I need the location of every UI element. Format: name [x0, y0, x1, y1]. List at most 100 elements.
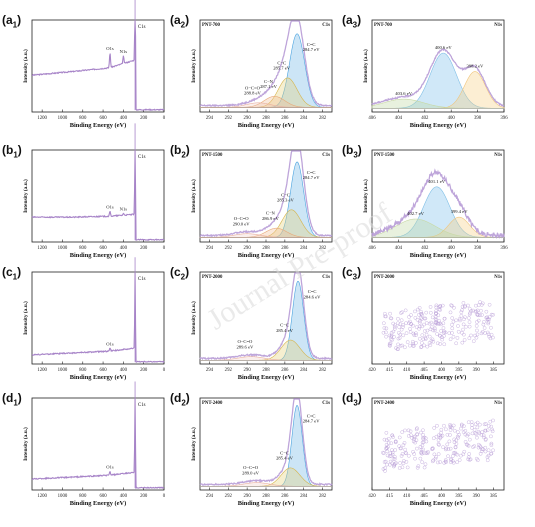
noise-point: [471, 445, 475, 449]
y-axis-label: Intensity (a.u.): [362, 179, 369, 213]
noise-point: [459, 314, 464, 318]
raw-spectrum: [199, 272, 333, 361]
noise-point: [456, 430, 460, 434]
x-axis-label: Binding Energy (eV): [238, 374, 294, 381]
noise-point: [424, 332, 429, 337]
x-tick-label: 600: [99, 246, 107, 251]
core-level-label: C1s: [322, 275, 330, 280]
noise-point: [446, 454, 450, 459]
noise-point: [395, 347, 400, 351]
core-level-label: C1s: [322, 401, 330, 406]
noise-point: [418, 444, 423, 449]
noise-point: [430, 447, 434, 451]
noise-point: [381, 467, 386, 471]
noise-point: [459, 453, 463, 458]
noise-point: [429, 325, 434, 329]
x-tick-label: 400: [448, 116, 456, 121]
noise-point: [475, 332, 480, 337]
panel-label: (c3): [342, 265, 362, 282]
noise-point: [441, 445, 445, 450]
component-label-line: C−C: [281, 192, 290, 197]
x-axis-label: Binding Energy (eV): [238, 500, 294, 507]
x-tick-label: 420: [368, 368, 376, 373]
x-tick-label: 284: [300, 368, 308, 373]
x-tick-label: 286: [281, 116, 289, 121]
component-label: 403.6 eV: [395, 91, 413, 96]
noise-point: [427, 334, 432, 339]
plot-svg: 420 415 410 405 400 395 390 385 Binding Energy (…: [368, 271, 505, 381]
noise-point: [434, 309, 438, 314]
noise-point: [474, 432, 479, 437]
noise-point: [487, 315, 492, 319]
x-tick-label: 404: [395, 246, 403, 251]
x-tick-label: 294: [206, 116, 214, 121]
noise-point: [432, 426, 437, 430]
x-tick-label: 400: [120, 494, 128, 499]
noise-point: [489, 325, 493, 330]
x-tick-label: 400: [120, 246, 128, 251]
plot-svg: 294 292 290 288 286 284 282 Binding Energy (eV)…: [190, 397, 333, 507]
noise-point: [469, 333, 473, 338]
x-tick-label: 600: [99, 116, 107, 121]
component-label-line: O−C=O: [243, 465, 259, 470]
noise-point: [474, 303, 478, 308]
noise-point: [400, 465, 405, 470]
noise-point: [466, 457, 471, 462]
noise-point: [408, 429, 413, 434]
noise-point: [396, 330, 401, 335]
noise-point: [487, 302, 492, 307]
noise-point: [384, 438, 389, 443]
noise-point: [442, 342, 447, 347]
x-tick-label: 385: [490, 494, 498, 499]
component-label: 402.7 eV: [407, 211, 425, 216]
x-tick-label: 284: [300, 116, 308, 121]
sample-label: PNT-700: [202, 23, 221, 28]
noise-point: [434, 303, 439, 308]
x-tick-label: 398: [474, 246, 482, 251]
noise-point: [450, 316, 455, 320]
component-label: O−C=O 290.0 eV: [233, 216, 251, 226]
noise-point: [485, 455, 490, 460]
noise-point: [422, 329, 427, 333]
noise-point: [420, 333, 425, 338]
component-label: O−C=O 289.0 eV: [242, 465, 260, 475]
noise-point: [438, 433, 443, 438]
noise-point: [449, 460, 453, 465]
noise-point: [463, 428, 468, 433]
noise-point: [464, 324, 468, 329]
noise-point: [440, 303, 445, 308]
peak-label: O1s: [106, 341, 114, 346]
noise-point: [467, 324, 472, 329]
noise-point: [408, 343, 412, 348]
noise-point: [491, 312, 495, 317]
x-axis-label: Binding Energy (eV): [70, 252, 126, 259]
noise-point: [436, 322, 441, 326]
x-tick-label: 402: [421, 246, 429, 251]
noise-point: [397, 444, 402, 449]
core-level-label: C1s: [322, 23, 330, 28]
noise-point: [455, 460, 460, 464]
noise-point: [428, 327, 433, 332]
panel-label: (a3): [342, 13, 362, 30]
y-axis-label: Intensity (a.u.): [22, 427, 29, 461]
panel-b3: (b3) 406 404 402 400 398 396 Binding Energy (eV…: [340, 144, 515, 270]
noise-point: [406, 434, 411, 438]
x-tick-label: 800: [79, 116, 87, 121]
noise-point: [491, 448, 495, 453]
noise-point: [396, 316, 400, 321]
noise-point: [417, 336, 422, 341]
noise-point: [417, 306, 422, 310]
component-label-line: 285.3 eV: [277, 198, 295, 203]
noise-point: [389, 337, 393, 342]
component-label-line: 402.7 eV: [407, 211, 425, 216]
noise-point: [397, 325, 402, 329]
noise-point: [381, 450, 385, 455]
panel-label: (b2): [170, 143, 190, 160]
component-label: C=C 284.7 eV: [303, 170, 321, 180]
core-level-label: N1s: [494, 153, 502, 158]
noise-point: [463, 432, 468, 437]
noise-point: [411, 343, 415, 348]
noise-point: [417, 320, 422, 325]
noise-point: [415, 317, 420, 322]
panel-label-sub: 3: [352, 272, 358, 282]
